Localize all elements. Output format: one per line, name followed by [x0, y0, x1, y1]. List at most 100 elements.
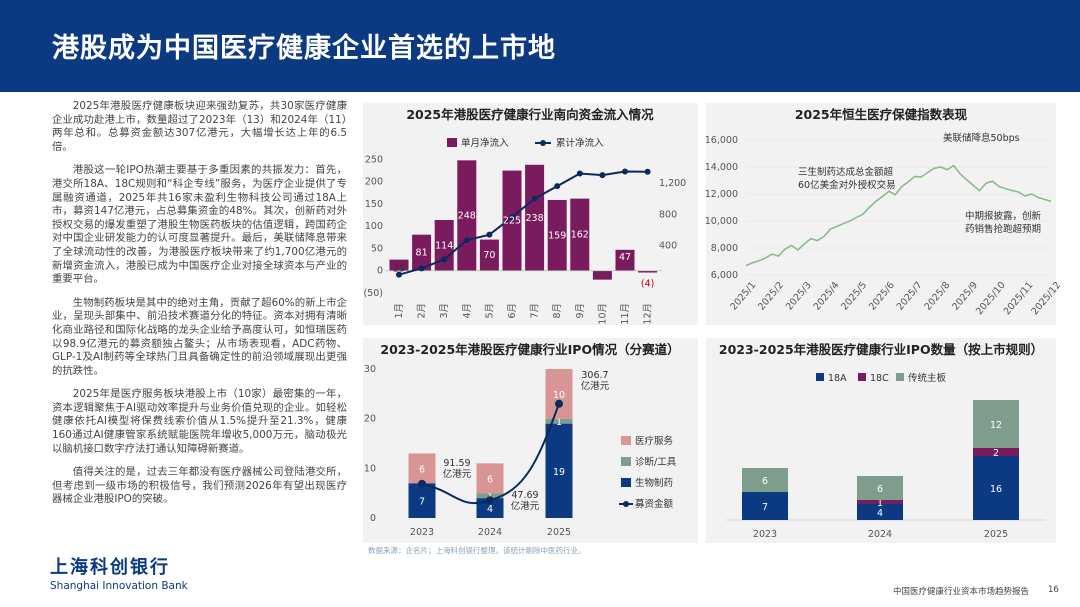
footer-page-number: 16	[1048, 585, 1059, 595]
bar-18a	[857, 504, 903, 520]
ipo-by-listing-rule-chart: 2023-2025年港股医疗健康行业IPO数量（按上市规则） 18A 18C 传统主…	[719, 342, 1046, 540]
y-axis-tick-label: 10,000	[705, 216, 738, 227]
cumulative-point	[486, 231, 493, 238]
bar-18c	[973, 448, 1019, 456]
bar-value-label: (4)	[641, 279, 654, 290]
x-axis-date-label: 2025/1	[728, 280, 758, 313]
hs-healthcare-index-chart-panel: 2025年恒生医疗保健指数表现 16,000 14,000 12,000 10,000…	[705, 103, 1064, 325]
bar-main-board	[857, 476, 903, 500]
left-axis-tick-label: 50	[371, 243, 383, 254]
funding-point	[555, 399, 563, 408]
body-text: 2025年港股医疗健康板块迎来强劲复苏，共30家医疗健康企业成功赴港上市，数量超…	[52, 100, 347, 517]
chart-title: 2023-2025年港股医疗健康行业IPO数量（按上市规则）	[719, 342, 1043, 357]
bar-monthly-inflow	[525, 164, 545, 271]
cumulative-point	[418, 265, 425, 272]
bar-value-label: 25	[393, 264, 405, 275]
paragraph: 2025年是医疗服务板块港股上市（10家）最密集的一年，资本逻辑聚焦于AI驱动效…	[52, 388, 347, 455]
page-title: 港股成为中国医疗健康企业首选的上市地	[52, 33, 556, 64]
legend-swatch-monthly	[447, 138, 457, 147]
legend-swatch	[858, 373, 866, 381]
bar-value-label: 2	[993, 448, 999, 459]
legend-label: 募资金额	[635, 498, 674, 510]
funding-amount-label: 91.59	[443, 458, 470, 469]
bar-medical-services	[476, 463, 504, 494]
bar-value-label: 19	[553, 467, 565, 478]
bar-value-label: 7	[762, 502, 768, 513]
legend-swatch	[896, 373, 904, 381]
right-axis-tick-label: 1,200	[659, 178, 686, 189]
logo-english-name: Shanghai Innovation Bank	[50, 580, 188, 592]
x-axis-year-label: 2025	[547, 527, 571, 538]
bar-18a	[973, 456, 1019, 520]
bank-logo: 上海科创银行 Shanghai Innovation Bank	[50, 553, 188, 592]
x-axis-month-label: 2月	[417, 303, 428, 319]
left-axis-tick-label: 250	[365, 154, 383, 165]
cumulative-point	[622, 168, 628, 175]
header-banner: 港股成为中国医疗健康企业首选的上市地	[0, 0, 1080, 92]
legend-label: 传统主板	[908, 372, 947, 384]
y-axis-tick-label: 12,000	[705, 189, 738, 200]
bar-value-label: 6	[877, 484, 883, 495]
x-axis-month-label: 1月	[394, 303, 405, 319]
cumulative-point	[463, 237, 470, 244]
x-axis-year-label: 2024	[868, 529, 892, 540]
y-axis-tick-label: 16,000	[705, 135, 738, 146]
footer-report-name: 中国医疗健康行业资本市场趋势报告	[893, 587, 1030, 597]
bar-medical-services	[545, 369, 573, 419]
y-axis-tick-label: 20	[364, 414, 376, 425]
x-axis-date-label: 2025/7	[895, 280, 925, 313]
y-axis-tick-label: 0	[370, 513, 376, 524]
bar-18a	[742, 492, 788, 520]
paragraph: 港股这一轮IPO热潮主要基于多重因素的共振发力：首先，港交所18A、18C规则和…	[52, 164, 347, 286]
cumulative-inflow-line	[398, 170, 648, 276]
cumulative-point	[509, 214, 515, 221]
legend-swatch	[621, 457, 631, 466]
legend-label: 诊断/工具	[635, 456, 677, 468]
bar-monthly-inflow	[389, 259, 409, 271]
bar-monthly-inflow	[615, 249, 635, 271]
bar-value-label: 6	[762, 476, 768, 487]
y-axis-tick-label: 14,000	[705, 162, 738, 173]
bar-18c	[857, 500, 903, 504]
southbound-flow-chart-panel: 2025年港股医疗健康行业南向资金流入情况 单月净流入 累计净流入 250 200 15…	[363, 103, 698, 325]
bar-main-board	[742, 468, 788, 492]
legend-marker-cumulative	[540, 140, 546, 146]
bar-monthly-inflow	[434, 219, 454, 271]
x-axis-date-label: 2025/2	[756, 280, 786, 313]
bar-value-label: 70	[483, 250, 495, 261]
y-axis-tick-label: 6,000	[711, 270, 738, 281]
left-axis-tick-label: 100	[365, 221, 383, 232]
bar-value-label: 6	[487, 474, 493, 485]
annotation-fed-cut: 美联储降息50bps	[943, 132, 1020, 144]
y-axis-tick-label: 10	[364, 463, 376, 474]
bar-value-label: 6	[419, 464, 425, 475]
right-axis-tick-label: 400	[659, 240, 677, 251]
x-axis-month-label: 3月	[439, 303, 450, 319]
annotation-interim-report: 中期报披露，创新	[965, 210, 1042, 222]
bar-monthly-inflow	[479, 239, 499, 271]
x-axis-month-label: 8月	[552, 303, 563, 319]
x-axis-date-label: 2025/4	[812, 280, 842, 313]
bar-monthly-inflow	[570, 198, 590, 271]
cumulative-point	[554, 183, 561, 190]
legend-label: 生物制药	[635, 477, 673, 489]
hs-healthcare-index-chart: 2025年恒生医疗保健指数表现 16,000 14,000 12,000 10,000…	[705, 107, 1064, 317]
legend-label: 18A	[828, 373, 847, 384]
right-axis-tick-label: 800	[659, 209, 677, 220]
funding-unit-label: 亿港元	[443, 468, 472, 480]
x-axis-month-label: 9月	[575, 303, 586, 319]
paragraph: 生物制药板块是其中的绝对主角，贡献了超60%的新上市企业，呈现头部集中、前沿技术…	[52, 296, 347, 377]
legend-swatch	[621, 478, 631, 487]
annotation-licensing-deal: 三生制药达成总金额超	[798, 166, 894, 178]
legend-label: 18C	[870, 373, 889, 384]
bar-monthly-inflow	[592, 270, 612, 280]
x-axis-month-label: 5月	[484, 303, 495, 319]
ipo-by-sector-chart-panel: 2023-2025年港股医疗健康行业IPO情况（分赛道） 30 20 10 0 7 6 20…	[363, 338, 698, 543]
y-axis-tick-label: 8,000	[711, 243, 738, 254]
bar-monthly-inflow	[412, 234, 432, 271]
southbound-flow-chart: 2025年港股医疗健康行业南向资金流入情况 单月净流入 累计净流入25020015…	[363, 107, 686, 325]
cumulative-point	[644, 168, 651, 175]
legend-label-monthly: 单月净流入	[461, 137, 509, 149]
x-axis-month-label: 11月	[620, 303, 631, 325]
bar-value-label: 1	[556, 417, 562, 428]
